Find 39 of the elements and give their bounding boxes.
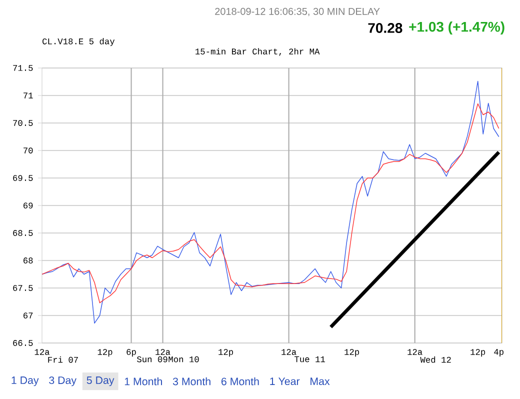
x-tick-label: 12p (344, 349, 360, 357)
x-tick-label: 12a (156, 349, 170, 355)
text: 3 Day (49, 376, 76, 386)
x-tick-label: Fri 07 (48, 356, 78, 363)
y-tick-label: 70.5 (13, 120, 33, 126)
x-tick-label: 6p (126, 349, 136, 357)
text: 70.28 (368, 23, 402, 33)
text: Max (310, 378, 330, 386)
x-tick-label: 12a (282, 349, 296, 355)
y-tick-label: 66.5 (13, 340, 33, 346)
text: 1 Day (12, 376, 39, 386)
y-tick-label: 71 (24, 92, 33, 98)
y-tick-label: 68.5 (13, 230, 33, 236)
chart-title: 15-min Bar Chart, 2hr MA (196, 48, 320, 56)
x-tick-label: 12p (98, 349, 112, 357)
y-tick-label: 71.5 (13, 65, 33, 71)
y-tick-label: 68 (24, 258, 33, 264)
x-tick-label: 12a (34, 349, 50, 355)
text: 2018-09-12 16:06:35, 30 MIN DELAY (215, 8, 380, 16)
y-tick-label: 70 (24, 148, 33, 154)
y-tick-label: 67 (24, 312, 33, 318)
text: 3 Month (172, 377, 210, 386)
text: 6 Month (221, 377, 259, 386)
text: 1 Year (270, 378, 300, 386)
text: 1 Month (124, 377, 162, 386)
x-tick-label: 12a (408, 349, 422, 355)
y-tick-label: 69 (24, 202, 33, 208)
x-tick-label: Sun 09 (137, 356, 168, 362)
x-tick-label: 4p (494, 349, 504, 357)
y-tick-label: 67.5 (13, 285, 33, 291)
text: CL.V18.E 5 day (42, 38, 115, 46)
text: +1.03 (+1.47%) (409, 21, 504, 35)
x-tick-label: 12p (218, 349, 233, 357)
y-tick-label: 69.5 (13, 175, 33, 181)
x-tick-label: Tue 11 (294, 356, 325, 362)
x-tick-label: 12p (470, 349, 486, 357)
x-tick-label: Mon 10 (168, 356, 199, 362)
x-tick-label: Wed 12 (420, 356, 451, 363)
text: 5 Day (86, 376, 114, 386)
